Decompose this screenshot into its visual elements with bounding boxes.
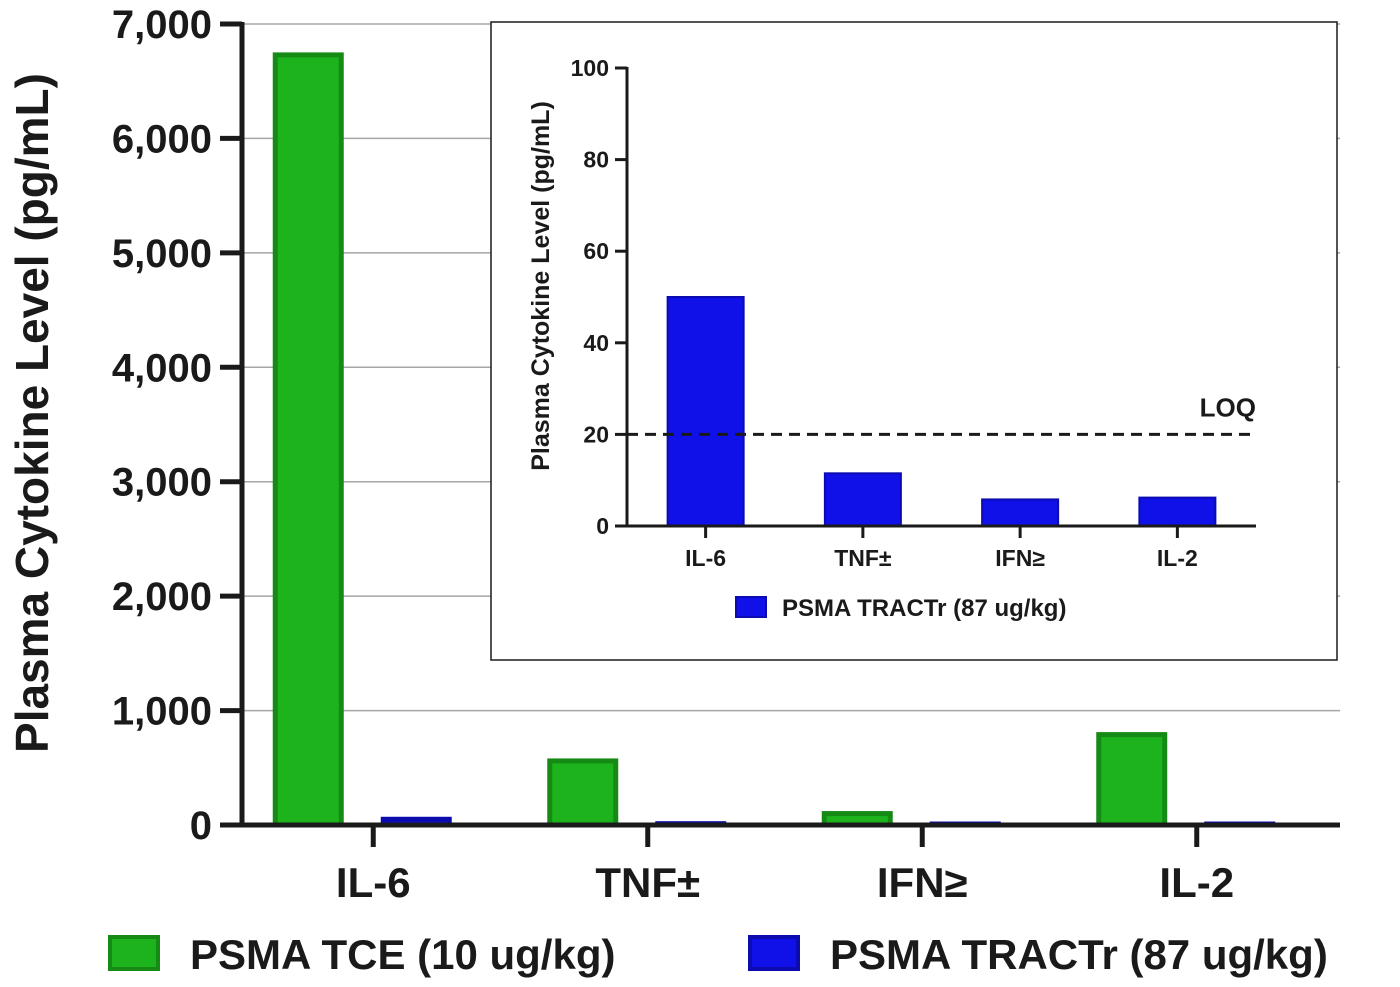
legend-label: PSMA TCE (10 ug/kg)	[190, 931, 615, 978]
main-axes	[220, 21, 1340, 847]
main-bar	[272, 52, 344, 828]
main-x-tick-label: IFN≥	[877, 859, 968, 906]
inset-y-tick-label: 100	[571, 55, 609, 81]
inset-frame	[490, 21, 1338, 661]
main-x-tick-label: IL-6	[336, 859, 411, 906]
main-x-tick-label: IL-2	[1159, 859, 1234, 906]
inset-y-axis-label: Plasma Cytokine Level (pg/mL)	[527, 101, 555, 471]
inset-legend-label: PSMA TRACTr (87 ug/kg)	[782, 595, 1066, 622]
main-y-tick-label: 3,000	[112, 461, 212, 505]
inset-y-tick-labels: 0 20 40 60 80 100	[571, 55, 609, 539]
inset-x-tick-labels: IL-6 TNF± IFN≥ IL-2	[685, 545, 1198, 571]
main-y-tick-labels: 0 1,000 2,000 3,000 4,000 5,000 6,000 7,000	[112, 3, 212, 848]
main-y-axis-label: Plasma Cytokine Level (pg/mL)	[6, 73, 58, 753]
main-y-tick-label: 4,000	[112, 346, 212, 390]
inset-x-tick-label: IFN≥	[995, 545, 1045, 571]
inset-y-tick-label: 40	[583, 330, 609, 356]
inset-y-tick-label: 0	[596, 513, 609, 539]
inset-bars	[666, 296, 1217, 528]
inset-y-tick-label: 80	[583, 147, 609, 173]
inset-bar	[1138, 496, 1217, 528]
inset-x-tick-label: TNF±	[834, 545, 892, 571]
inset-y-tick-label: 60	[583, 238, 609, 264]
main-legend: PSMA TCE (10 ug/kg) PSMA TRACTr (87 ug/kg…	[108, 931, 1328, 978]
main-y-tick-label: 1,000	[112, 690, 212, 734]
main-y-tick-label: 5,000	[112, 232, 212, 276]
main-y-tick-label: 0	[190, 804, 212, 848]
main-y-tick-label: 6,000	[112, 117, 212, 161]
inset-bar	[823, 472, 902, 527]
legend-swatch	[108, 935, 160, 971]
main-bar	[1096, 732, 1168, 828]
legend-label: PSMA TRACTr (87 ug/kg)	[830, 931, 1328, 978]
inset-legend: PSMA TRACTr (87 ug/kg)	[735, 595, 1066, 622]
inset-x-tick-label: IL-2	[1157, 545, 1198, 571]
inset-axes	[615, 66, 1256, 538]
loq-label: LOQ	[1200, 392, 1256, 422]
inset-x-tick-label: IL-6	[685, 545, 726, 571]
inset-y-tick-label: 20	[583, 421, 609, 447]
main-x-tick-label: TNF±	[595, 859, 700, 906]
main-y-tick-label: 2,000	[112, 575, 212, 619]
main-x-tick-labels: IL-6 TNF± IFN≥ IL-2	[336, 859, 1234, 906]
inset-bar	[666, 296, 745, 527]
inset-legend-swatch	[735, 596, 767, 618]
main-bar	[547, 758, 619, 828]
inset-bar	[981, 498, 1060, 528]
main-y-tick-label: 7,000	[112, 3, 212, 47]
legend-swatch	[748, 935, 800, 971]
